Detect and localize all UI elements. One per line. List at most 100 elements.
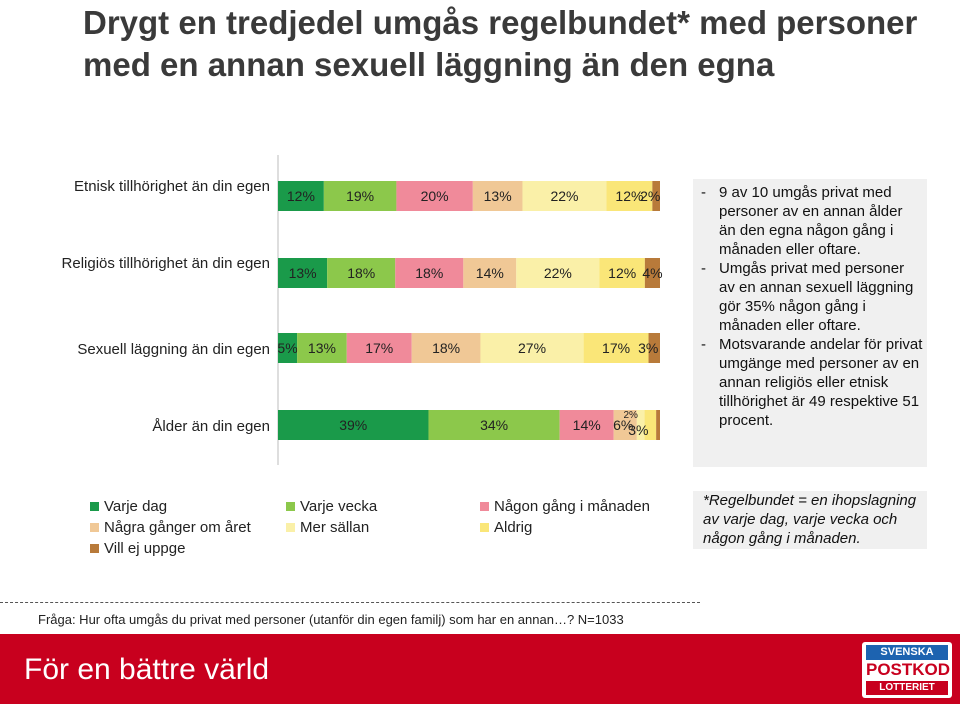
data-label: 4%: [642, 265, 662, 281]
bar-segment: [278, 258, 328, 288]
data-label: 12%: [615, 188, 643, 204]
survey-question: Fråga: Hur ofta umgås du privat med pers…: [38, 612, 624, 627]
legend-label: Mer sällan: [300, 519, 370, 536]
bar-segment: [559, 410, 614, 440]
bar-segment: [644, 258, 660, 288]
data-label: 27%: [518, 340, 546, 356]
chart-legend: Varje dag Varje vecka Någon gång i månad…: [90, 497, 680, 567]
legend-item: Aldrig: [480, 518, 532, 537]
data-label: 20%: [421, 188, 449, 204]
data-label: 2%: [640, 188, 660, 204]
note-dash: -: [701, 184, 706, 201]
data-label: 13%: [484, 188, 512, 204]
legend-swatch: [286, 502, 295, 511]
legend-item: Några gånger om året: [90, 518, 251, 537]
data-label: 17%: [602, 340, 630, 356]
bar-segment: [395, 258, 464, 288]
legend-label: Vill ej uppge: [104, 540, 186, 557]
note-text: 9 av 10 umgås privat med personer av en …: [719, 184, 903, 258]
postkodlotteriet-logo: SVENSKA POSTKOD LOTTERIET: [862, 642, 952, 698]
bar-segment: [278, 333, 298, 363]
data-label: 18%: [432, 340, 460, 356]
note-dash: -: [701, 336, 706, 353]
legend-swatch: [90, 502, 99, 511]
data-label: 13%: [289, 265, 317, 281]
bar-segment: [323, 181, 397, 211]
legend-item: Mer sällan: [286, 518, 369, 537]
bar-segment: [463, 258, 517, 288]
data-label: 12%: [287, 188, 315, 204]
bar-segment: [278, 410, 429, 440]
legend-label: Aldrig: [494, 519, 533, 536]
bar-segment: [652, 181, 660, 211]
note-item: - Motsvarande andelar för privat umgänge …: [701, 335, 923, 430]
legend-swatch: [480, 523, 489, 532]
data-label: 5%: [277, 340, 297, 356]
bar-segment: [346, 333, 412, 363]
bar-segment: [278, 181, 324, 211]
bar-segment: [636, 410, 645, 440]
legend-item: Vill ej uppge: [90, 539, 185, 558]
bar-segment: [472, 181, 523, 211]
note-text: Motsvarande andelar för privat umgänge m…: [719, 336, 923, 429]
category-label: Ålder än din egen: [152, 418, 270, 435]
data-label: 14%: [476, 265, 504, 281]
page-title: Drygt en tredjedel umgås regelbundet* me…: [83, 4, 918, 83]
data-label: 18%: [347, 265, 375, 281]
logo-line: LOTTERIET: [866, 681, 948, 695]
bar-segment: [522, 181, 607, 211]
category-label: Religiös tillhörighet än din egen: [61, 255, 270, 272]
bar-segment: [516, 258, 600, 288]
bar-segment: [480, 333, 584, 363]
data-label: 3%: [638, 340, 658, 356]
legend-item: Någon gång i månaden: [480, 497, 650, 516]
data-label: 2%: [623, 410, 638, 421]
category-label: Sexuell läggning än din egen: [77, 341, 270, 358]
legend-label: Någon gång i månaden: [494, 498, 650, 515]
bar-segment: [648, 333, 660, 363]
logo-line: POSTKOD: [866, 660, 951, 679]
logo-line: SVENSKA: [866, 645, 948, 660]
legend-swatch: [90, 523, 99, 532]
divider: [0, 602, 700, 603]
note-item: -9 av 10 umgås privat med personer av en…: [701, 183, 923, 259]
bar-segment: [411, 333, 481, 363]
legend-swatch: [90, 544, 99, 553]
note-dash: -: [701, 260, 706, 277]
footnote-box: *Regelbundet = en ihopslagning av varje …: [693, 491, 927, 549]
data-label: 13%: [308, 340, 336, 356]
data-label: 39%: [339, 417, 367, 433]
legend-swatch: [480, 502, 489, 511]
data-label: 17%: [365, 340, 393, 356]
bar-layer: 12% 19% 20% 13% 22% 12%2%13% 18% 18% 14% 22% 12% 4%…: [277, 181, 663, 440]
legend-label: Varje vecka: [300, 498, 378, 515]
data-label: 14%: [573, 417, 601, 433]
data-label: 18%: [415, 265, 443, 281]
bar-segment: [613, 410, 637, 440]
stacked-bar-chart: 12% 19% 20% 13% 22% 12%2%13% 18% 18% 14% 22% 12% 4%…: [277, 155, 663, 465]
bar-segment: [297, 333, 347, 363]
legend-swatch: [286, 523, 295, 532]
data-label: 3%: [628, 422, 648, 438]
legend-label: Varje dag: [104, 498, 168, 515]
bar-segment: [396, 181, 473, 211]
data-label: 12%: [608, 265, 636, 281]
bar-segment: [327, 258, 396, 288]
data-label: 22%: [544, 265, 572, 281]
data-label: 22%: [550, 188, 578, 204]
bar-segment: [606, 181, 653, 211]
data-label: 6%: [613, 417, 633, 433]
bar-segment: [656, 410, 660, 440]
bar-segment: [599, 258, 645, 288]
footer-slogan: För en bättre värld: [24, 653, 270, 686]
legend-label: Några gånger om året: [104, 519, 251, 536]
footer-bar: För en bättre värld SVENSKA POSTKOD LOTT…: [0, 634, 960, 704]
bar-segment: [583, 333, 649, 363]
bar-segment: [428, 410, 560, 440]
legend-item: Varje vecka: [286, 497, 377, 516]
data-label: 34%: [480, 417, 508, 433]
notes-box: -9 av 10 umgås privat med personer av en…: [693, 179, 927, 467]
legend-item: Varje dag: [90, 497, 167, 516]
data-label: 19%: [346, 188, 374, 204]
note-item: - Umgås privat med personer av en annan s…: [701, 259, 923, 335]
